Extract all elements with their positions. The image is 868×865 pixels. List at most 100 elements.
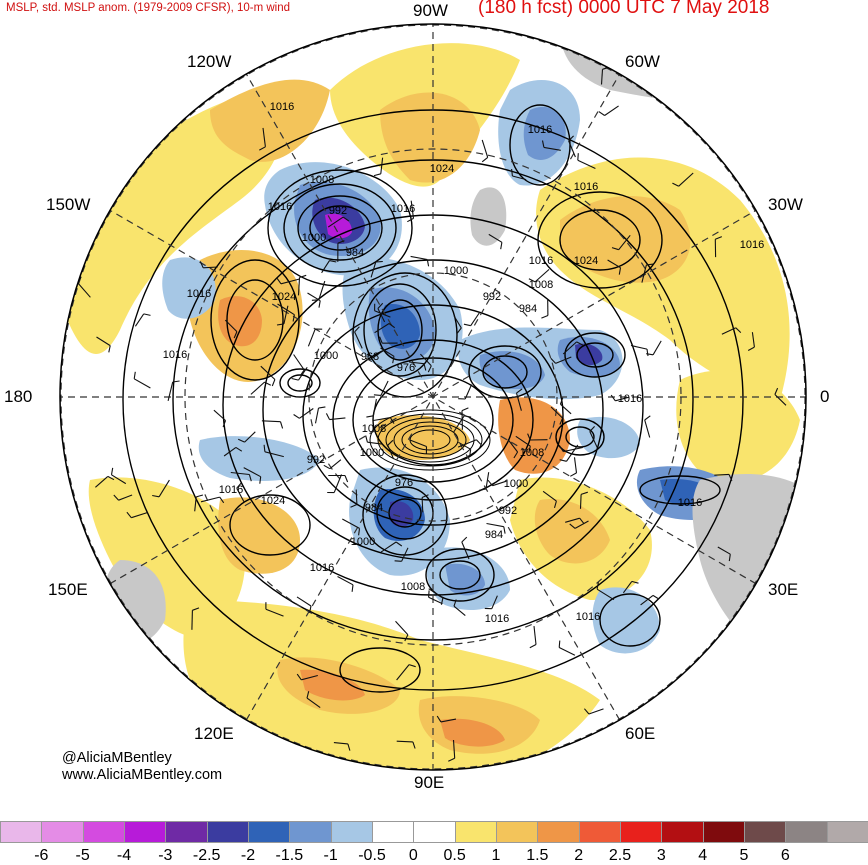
wind-barb [421,497,424,513]
wind-barb [563,446,583,453]
wind-barb [224,319,238,332]
isobar-label: 1008 [401,581,425,593]
colorbar-swatch [826,821,868,843]
wind-barb [118,494,133,501]
wind-barb-feather [513,451,519,459]
wind-barb [515,435,531,447]
isobar-label: 1016 [678,497,702,509]
wind-barb [574,520,589,529]
isobar-label: 1016 [740,239,764,251]
wind-barb [607,259,621,269]
wind-barb [396,664,410,681]
wind-barb-feather [299,274,307,279]
lon-label-90w: 90W [413,1,448,20]
wind-barb-feather [108,345,111,353]
isobar-label: 1024 [430,163,454,175]
wind-barb [297,277,301,296]
wind-barb-feather [248,474,252,482]
isobar-label: 1016 [529,255,553,267]
wind-barb-feather [394,560,402,562]
wind-barb-feather [291,377,299,381]
wind-barb-feather [464,415,472,418]
wind-barb-feather [652,594,660,600]
wind-barb [396,740,413,743]
wind-barb [644,419,651,438]
colorbar-tick-label: -5 [75,847,90,864]
wind-barb [354,331,363,349]
map-border [59,23,807,771]
colorbar-tick-label: 1 [491,847,501,864]
wind-barb [372,349,386,359]
wind-barb-feather [311,299,319,301]
wind-barb [318,280,326,300]
wind-barb-feather [377,302,384,309]
wind-barb-feather [576,341,584,346]
wind-barb [641,264,647,283]
wind-barb-feather [375,260,383,263]
colorbar-swatch [785,821,828,843]
wind-barb-feather [392,356,395,364]
wind-barb [717,546,731,555]
wind-barb-feather [541,140,545,148]
wind-barb [200,496,220,503]
lon-label-180: 180 [4,387,33,406]
wind-barbs [77,66,787,762]
wind-barb-feather [387,439,394,446]
wind-barb [374,310,391,318]
wind-barb-feather [589,426,596,432]
wind-barb-feather [461,536,468,543]
wind-barb-feather [412,741,416,749]
lon-label-60e: 60E [625,724,656,743]
wind-barb [751,332,755,348]
wind-barb [577,159,596,169]
wind-barb [377,308,386,323]
wind-barb-feather [558,640,561,648]
colorbar-tick-label: 5 [739,847,749,864]
colorbar-swatch [247,821,291,843]
wind-barb [512,175,527,181]
wind-barb-feather [559,445,564,452]
wind-barb-feather [293,414,300,419]
wind-barb-feather [577,153,579,161]
wind-barb-feather [259,476,262,484]
wind-barb-feather [559,397,564,405]
wind-barb [579,494,582,509]
wind-barb-feather [388,323,396,329]
wind-barb [543,146,561,151]
wind-barb-feather [463,323,471,327]
isobar-label: 992 [307,454,325,466]
wind-barb [77,282,91,298]
wind-barb [333,474,343,493]
wind-barb [481,139,489,158]
wind-barb [244,431,256,443]
isobar-label: 992 [499,505,517,517]
wind-barb-feather [646,263,654,266]
wind-barb [461,541,470,560]
wind-barb-feather [219,496,225,504]
isobar-label: 1024 [574,255,598,267]
wind-barb [486,522,504,528]
wind-barb [314,407,320,424]
wind-barb [260,365,276,380]
wind-barb [329,459,342,470]
wind-barb-feather [440,597,444,605]
wind-barb [428,588,444,599]
wind-barb-feather [436,715,442,723]
map-subtitle: MSLP, std. MSLP anom. (1979-2009 CFSR), … [6,2,291,14]
wind-barb [588,708,604,715]
wind-barb [458,441,471,450]
colorbar-tick-label: -0.5 [358,847,386,864]
wind-barb-feather [373,173,381,177]
wind-barb [566,444,579,462]
wind-barb-feather [461,407,469,412]
wind-barb-feather [479,488,487,491]
wind-barb-feather [133,371,136,379]
wind-barb [488,233,503,243]
wind-barb-feather [329,260,337,263]
wind-barb-feather [404,634,409,642]
wind-barb-feather [395,541,403,547]
lon-label-120e: 120E [194,724,234,743]
wind-barb [515,392,522,411]
wind-barb [280,278,300,285]
wind-barb-feather [199,261,204,269]
